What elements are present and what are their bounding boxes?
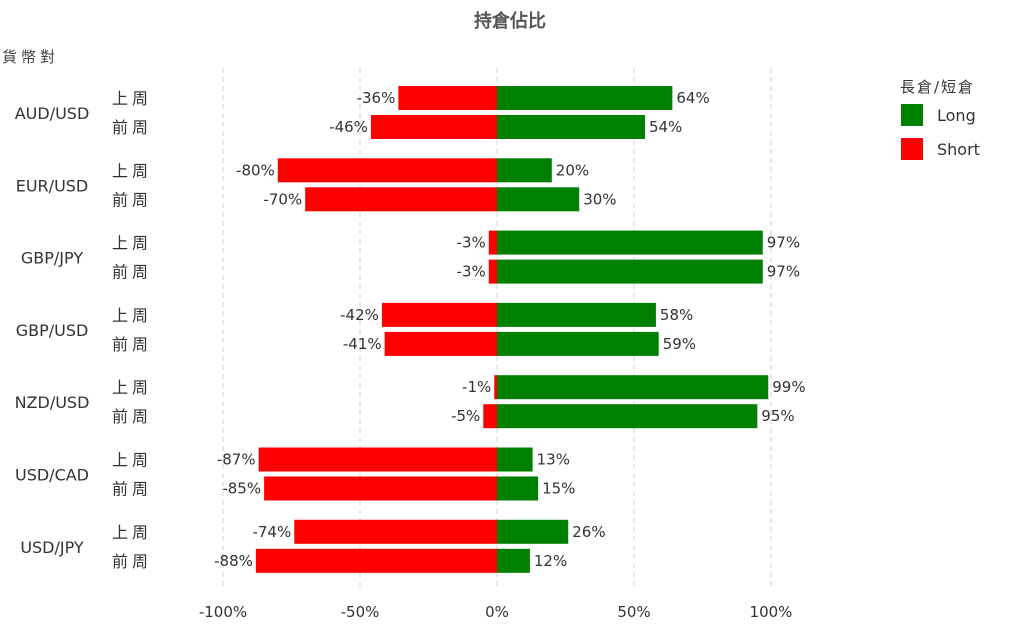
period-label: 前周	[112, 335, 152, 354]
long-bar	[497, 404, 758, 429]
currency-pair-label: USD/JPY	[20, 538, 84, 557]
period-label: 上周	[112, 451, 152, 470]
currency-pair-label: GBP/USD	[16, 321, 89, 340]
period-label: 上周	[112, 161, 152, 180]
long-bar	[497, 331, 659, 356]
long-bar	[497, 158, 552, 183]
short-value-label: -42%	[340, 306, 379, 324]
long-value-label: 97%	[767, 234, 800, 252]
currency-pair-label: GBP/JPY	[21, 249, 83, 268]
long-value-label: 30%	[583, 190, 616, 208]
long-value-label: 59%	[663, 335, 696, 353]
period-label: 前周	[112, 263, 152, 282]
x-axis: -100% -50% 0% 50% 100%	[199, 603, 793, 621]
period-label: 前周	[112, 552, 152, 571]
x-tick-label: -50%	[341, 603, 380, 621]
long-bar	[497, 86, 673, 110]
legend-label-long: Long	[937, 106, 976, 125]
long-bar	[497, 476, 539, 501]
short-value-label: -3%	[457, 263, 486, 281]
short-bar	[370, 115, 497, 139]
x-tick-label: 50%	[617, 603, 650, 621]
long-bar	[497, 230, 763, 255]
period-label: 上周	[112, 89, 152, 108]
legend-swatch-short	[901, 138, 923, 160]
short-value-label: -41%	[343, 335, 382, 353]
period-label: 前周	[112, 480, 152, 499]
short-bar	[255, 548, 497, 573]
period-label: 上周	[112, 306, 152, 325]
long-bar	[497, 302, 656, 327]
long-bar	[497, 519, 569, 544]
short-value-label: -3%	[457, 234, 486, 252]
legend-label-short: Short	[937, 140, 980, 159]
short-bar	[305, 187, 497, 212]
short-value-label: -85%	[222, 480, 261, 498]
long-value-label: 58%	[660, 306, 693, 324]
currency-pair-label: NZD/USD	[15, 393, 90, 412]
bars	[255, 86, 769, 573]
short-value-label: -36%	[357, 89, 396, 107]
currency-pair-label: USD/CAD	[15, 466, 89, 485]
long-value-label: 26%	[572, 523, 605, 541]
long-bar	[497, 548, 530, 573]
long-bar	[497, 447, 533, 472]
short-bar	[488, 259, 497, 284]
short-bar	[488, 230, 497, 255]
chart-title: 持倉佔比	[474, 10, 546, 32]
currency-pair-label: EUR/USD	[16, 176, 89, 195]
long-value-label: 13%	[537, 451, 570, 469]
short-value-label: -80%	[236, 161, 275, 179]
short-bar	[483, 404, 497, 429]
long-value-label: 20%	[556, 161, 589, 179]
labels: AUD/USD 上周 -36% 64% 前周 -46% 54% EUR/USD 上周 -80% 20…	[15, 89, 806, 571]
short-bar	[277, 158, 497, 183]
short-value-label: -70%	[263, 190, 302, 208]
period-label: 上周	[112, 523, 152, 542]
short-bar	[384, 331, 497, 356]
short-bar	[398, 86, 497, 110]
y-axis-title: 貨幣對	[2, 48, 59, 66]
period-label: 上周	[112, 378, 152, 397]
long-value-label: 12%	[534, 552, 567, 570]
short-bar	[494, 375, 497, 400]
short-bar	[294, 519, 497, 544]
legend-swatch-long	[901, 104, 923, 126]
short-value-label: -74%	[252, 523, 291, 541]
long-value-label: 54%	[649, 118, 682, 136]
short-value-label: -5%	[451, 407, 480, 425]
long-value-label: 97%	[767, 263, 800, 281]
long-value-label: 99%	[772, 378, 805, 396]
short-value-label: -1%	[462, 378, 491, 396]
x-tick-label: 0%	[485, 603, 509, 621]
short-bar	[264, 476, 497, 501]
grid-lines	[222, 68, 772, 588]
period-label: 前周	[112, 190, 152, 209]
period-label: 前周	[112, 118, 152, 137]
long-bar	[497, 115, 645, 139]
short-bar	[258, 447, 497, 472]
long-value-label: 95%	[761, 407, 794, 425]
period-label: 前周	[112, 407, 152, 426]
long-bar	[497, 375, 769, 400]
x-tick-label: -100%	[199, 603, 247, 621]
long-value-label: 64%	[676, 89, 709, 107]
x-tick-label: 100%	[750, 603, 793, 621]
long-bar	[497, 187, 580, 212]
short-value-label: -87%	[217, 451, 256, 469]
short-value-label: -88%	[214, 552, 253, 570]
long-bar	[497, 259, 763, 284]
short-bar	[381, 302, 497, 327]
period-label: 上周	[112, 234, 152, 253]
legend[interactable]: 長倉/短倉 Long Short	[900, 78, 980, 160]
legend-title: 長倉/短倉	[900, 78, 975, 96]
short-value-label: -46%	[329, 118, 368, 136]
currency-pair-label: AUD/USD	[15, 104, 90, 123]
long-value-label: 15%	[542, 480, 575, 498]
